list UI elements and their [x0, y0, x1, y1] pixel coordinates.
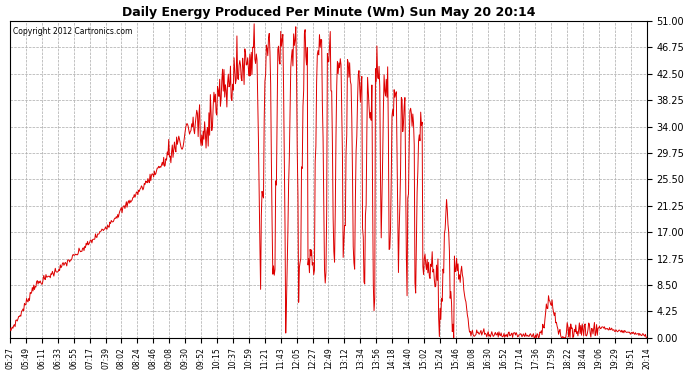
Title: Daily Energy Produced Per Minute (Wm) Sun May 20 20:14: Daily Energy Produced Per Minute (Wm) Su…: [121, 6, 535, 18]
Text: Copyright 2012 Cartronics.com: Copyright 2012 Cartronics.com: [13, 27, 132, 36]
